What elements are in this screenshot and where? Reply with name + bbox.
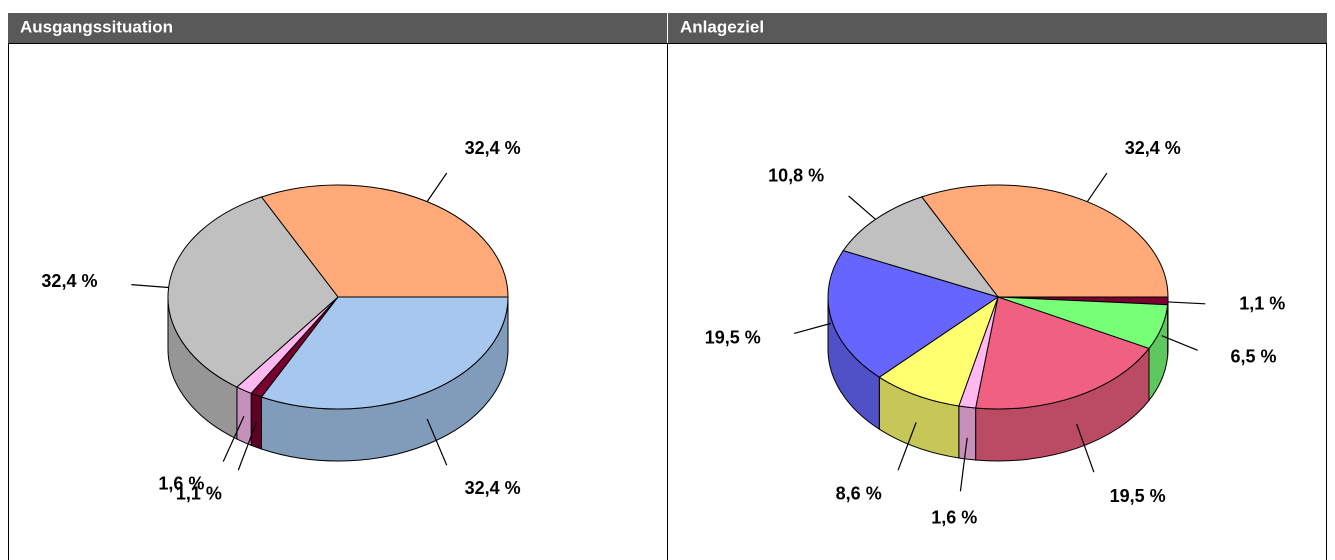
data-label: 1,1 %: [176, 484, 222, 504]
slice-side: [236, 386, 252, 447]
panel-title: Ausgangssituation: [20, 17, 173, 36]
data-label: 32,4 %: [465, 478, 521, 498]
panel-header: [8, 13, 667, 43]
data-label: 32,4 %: [41, 271, 97, 291]
leader-line: [1086, 172, 1108, 203]
slice: [878, 295, 999, 407]
slice: [827, 250, 1000, 378]
data-label: 1,6 %: [158, 474, 204, 494]
slice-side: [958, 405, 977, 461]
leader-line: [793, 322, 832, 334]
data-label: 32,4 %: [1125, 138, 1181, 158]
data-label: 32,4 %: [465, 138, 521, 158]
data-label: 19,5 %: [1110, 486, 1166, 506]
data-label: 6,5 %: [1230, 347, 1276, 367]
panel-border: [667, 43, 1327, 560]
leader-line: [237, 422, 257, 471]
leader-line: [848, 195, 876, 220]
data-label: 10,8 %: [768, 165, 824, 185]
leader-line: [426, 418, 448, 466]
leader-line: [1167, 301, 1206, 305]
leader-line: [897, 422, 917, 471]
data-label: 19,5 %: [705, 327, 761, 347]
leader-line: [426, 172, 448, 202]
slice: [920, 184, 1169, 298]
data-label: 1,6 %: [931, 508, 977, 528]
panel-title: Anlageziel: [680, 17, 764, 36]
slice: [975, 296, 1150, 410]
leader-line: [1161, 335, 1198, 351]
leader-line: [222, 416, 245, 462]
panel-header: [668, 13, 1327, 43]
slice-side: [250, 392, 262, 450]
leader-line: [1076, 423, 1095, 473]
leader-line: [959, 437, 968, 492]
slice: [842, 196, 1000, 298]
leader-line: [131, 284, 169, 289]
slice: [260, 296, 509, 410]
data-label: 1,1 %: [1239, 294, 1285, 314]
data-label: 8,6 %: [836, 483, 882, 503]
